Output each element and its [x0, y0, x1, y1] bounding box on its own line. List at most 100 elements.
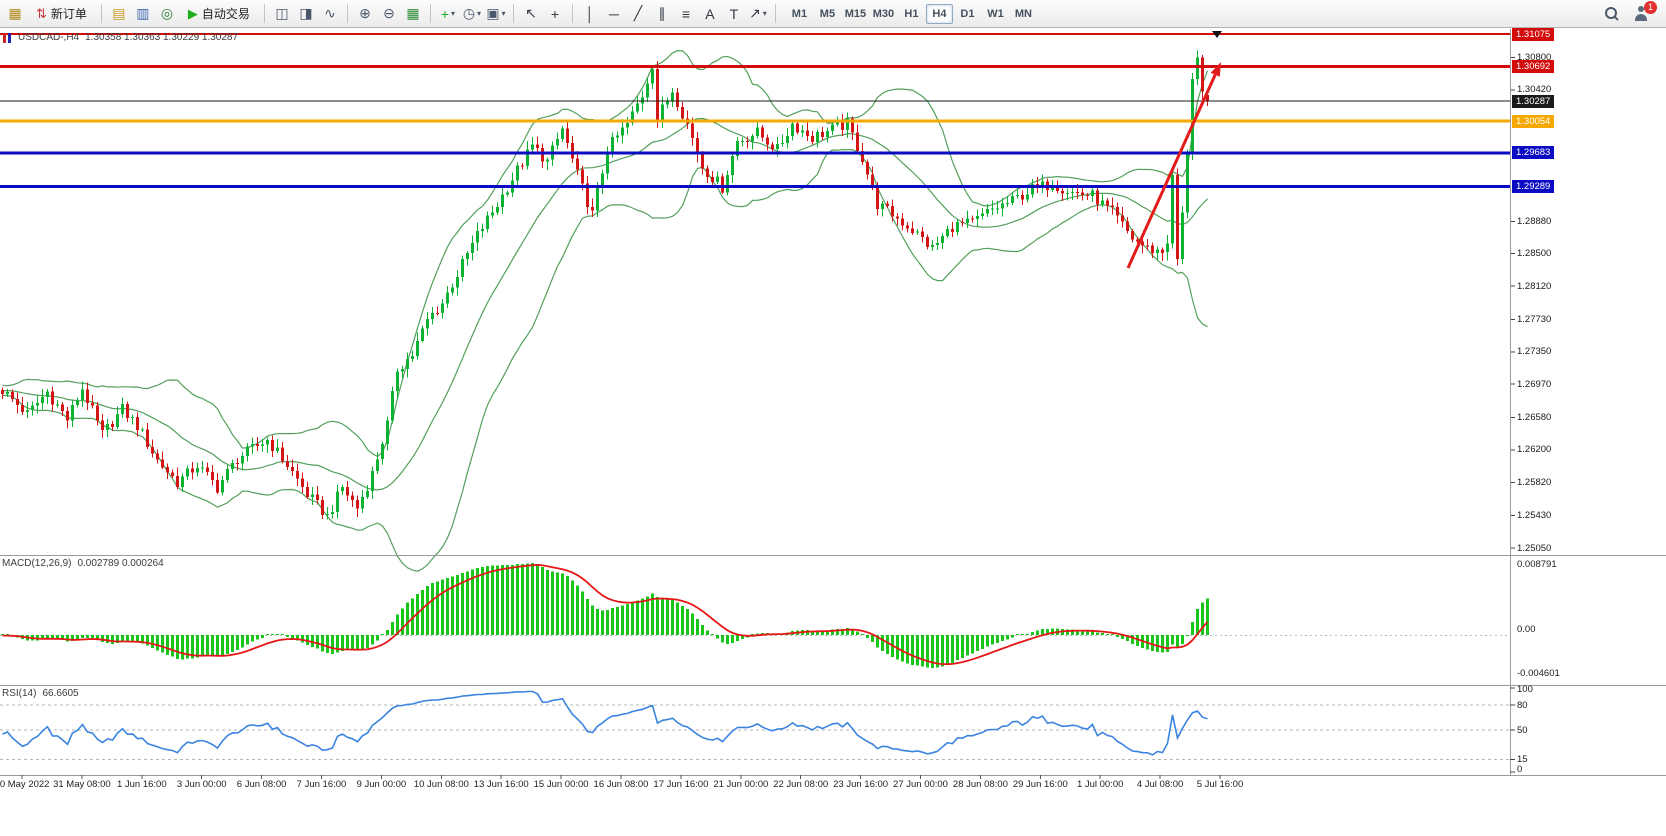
- timeframe-h1-button[interactable]: H1: [904, 7, 919, 20]
- timeframe-mn-button[interactable]: MN: [1014, 7, 1032, 20]
- timeframe-w1-button[interactable]: W1: [987, 7, 1004, 20]
- macd-histogram: [1, 563, 1209, 668]
- fibonacci-retracement-icon[interactable]: ≡: [681, 5, 691, 22]
- time-axis-label: 28 Jun 08:00: [952, 779, 1008, 790]
- new-order-icon: ⇅: [36, 5, 47, 21]
- price-axis-label: 1.26580: [1517, 412, 1552, 423]
- time-axis-label: 21 Jun 00:00: [713, 779, 769, 790]
- time-axis-label: 31 May 08:00: [53, 779, 111, 790]
- time-axis-label: 16 Jun 08:00: [593, 779, 649, 790]
- timeframe-m30-button[interactable]: M30: [872, 7, 895, 20]
- time-axis-label: 4 Jul 08:00: [1136, 779, 1184, 790]
- magnifier-icon: [1604, 6, 1619, 21]
- macd-indicator-label: MACD(12,26,9) 0.002789 0.000264: [2, 558, 164, 569]
- time-axis-label: 30 May 2022: [0, 779, 50, 790]
- time-axis-label: 1 Jul 00:00: [1076, 779, 1124, 790]
- zoom-out-icon[interactable]: ⊖: [383, 5, 395, 21]
- toolbar: ▦ ⇅ 新订单 ▤ ▥ ◎ ▶ 自动交易 ◫ ◨ ∿ ⊕ ⊖ ▦ + ▾ ◷ ▾ ▣ ▾ ↖ + │ ─ ╱ ∥ ≡ A T ↗ ▾ M1 M…: [0, 0, 1666, 28]
- person-icon: [1634, 6, 1649, 21]
- time-axis-label: 5 Jul 16:00: [1196, 779, 1244, 790]
- horizontal-line-icon[interactable]: ─: [608, 5, 619, 22]
- equidistant-channel-icon[interactable]: ∥: [658, 5, 666, 21]
- price-axis-label: 1.27350: [1517, 346, 1552, 358]
- timeframe-m1-button[interactable]: M1: [791, 7, 808, 20]
- chart-title-line: USDCAD-,H4 1.30358 1.30363 1.30229 1.302…: [3, 32, 238, 43]
- time-axis-label: 22 Jun 08:00: [773, 779, 829, 790]
- market-watch-icon[interactable]: ▤: [112, 5, 126, 21]
- rsi-axis-label: 100: [1517, 684, 1533, 695]
- price-axis-label: 1.28880: [1517, 215, 1552, 227]
- auto-trading-icon: ▶: [187, 5, 198, 21]
- rsi-line: [2, 690, 1208, 756]
- cursor-icon[interactable]: ↖: [525, 5, 537, 21]
- text-icon[interactable]: A: [705, 5, 715, 22]
- new-order-button-label: 新订单: [50, 7, 87, 21]
- rsi-value: 66.6605: [42, 688, 79, 699]
- data-window-icon[interactable]: ▥: [136, 5, 150, 21]
- toolbar-separator: [429, 4, 431, 23]
- caret-down-icon: ▾: [451, 9, 456, 18]
- macd-axis-label: -0.004601: [1517, 668, 1560, 679]
- rsi-axis-label: 50: [1517, 725, 1528, 736]
- line-chart-mode-icon[interactable]: ∿: [324, 5, 336, 21]
- toolbar-separator: [512, 4, 514, 23]
- toolbar-separator: [263, 4, 265, 23]
- macd-axis-label: 0.008791: [1517, 559, 1557, 570]
- text-label-icon[interactable]: T: [729, 5, 739, 22]
- timeframe-m15-button[interactable]: M15: [844, 7, 867, 20]
- time-axis-label: 6 Jun 08:00: [236, 779, 287, 790]
- time-axis-label: 3 Jun 00:00: [176, 779, 227, 790]
- account-icon[interactable]: 1: [1630, 0, 1657, 25]
- time-axis-label: 7 Jun 16:00: [296, 779, 347, 790]
- caret-down-icon: ▾: [501, 9, 506, 18]
- toolbar-separator: [571, 4, 573, 23]
- symbol-chart-icon: [3, 32, 12, 43]
- price-axis-label: 1.25050: [1517, 542, 1552, 554]
- rsi-indicator-label: RSI(14) 66.6605: [2, 688, 79, 699]
- timeframe-h4-button[interactable]: H4: [925, 3, 953, 24]
- zoom-in-icon[interactable]: ⊕: [359, 5, 371, 21]
- time-axis-label: 13 Jun 16:00: [473, 779, 529, 790]
- bar-chart-mode-icon[interactable]: ◫: [275, 5, 289, 21]
- notification-badge: 1: [1644, 0, 1657, 14]
- rsi-axis-label: 80: [1517, 699, 1528, 711]
- price-axis-label: 1.26200: [1517, 444, 1552, 456]
- time-axis-label: 27 Jun 00:00: [893, 779, 948, 790]
- candlestick-mode-icon[interactable]: ◨: [299, 5, 313, 21]
- indicators-dropdown[interactable]: ▣ ▾: [486, 5, 506, 21]
- price-axis-label: 1.30800: [1517, 52, 1552, 63]
- rsi-name: RSI(14): [2, 688, 37, 699]
- arrows-dropdown[interactable]: ↗ ▾: [749, 5, 767, 21]
- tile-windows-icon[interactable]: ▦: [406, 5, 420, 21]
- trendline-icon[interactable]: ╱: [633, 5, 643, 21]
- price-axis-label: 1.26970: [1517, 378, 1552, 390]
- profiles-dropdown[interactable]: ◷ ▾: [462, 5, 482, 21]
- crosshair-icon[interactable]: +: [550, 5, 560, 22]
- toolbar-separator: [346, 4, 348, 23]
- price-axis-label: 1.28120: [1517, 280, 1552, 292]
- price-line-label: 1.31075: [1512, 27, 1555, 41]
- trend-arrow: [1126, 74, 1217, 269]
- caret-down-icon: ▾: [762, 9, 767, 18]
- vertical-line-icon[interactable]: │: [585, 5, 595, 22]
- price-axis-label: 1.28500: [1517, 248, 1552, 260]
- auto-trading-button[interactable]: ▶ 自动交易: [180, 3, 258, 25]
- time-axis-label: 17 Jun 16:00: [653, 779, 709, 790]
- new-chart-dropdown[interactable]: + ▾: [440, 5, 456, 22]
- timeframe-m5-button[interactable]: M5: [819, 7, 836, 20]
- timeframe-d1-button[interactable]: D1: [960, 7, 975, 20]
- search-icon[interactable]: [1600, 3, 1622, 25]
- timeframe-group: M1 M5 M15 M30 H1 H4 D1 W1 MN: [786, 3, 1037, 24]
- navigator-icon[interactable]: ◎: [160, 5, 174, 21]
- charts-window-icon[interactable]: ▦: [8, 5, 22, 21]
- toolbar-separator: [774, 4, 776, 23]
- new-order-button[interactable]: ⇅ 新订单: [28, 3, 95, 25]
- price-line-label: 1.29683: [1512, 146, 1555, 160]
- caret-down-icon: ▾: [477, 9, 482, 18]
- time-axis-label: 23 Jun 16:00: [833, 779, 889, 790]
- price-line-label: 1.30287: [1512, 94, 1555, 108]
- macd-signal-line: [2, 563, 1209, 666]
- toolbar-right-group: 1: [1600, 0, 1662, 25]
